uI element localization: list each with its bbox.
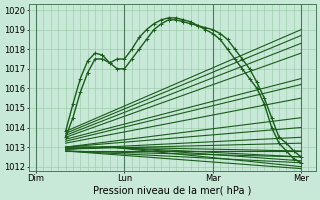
X-axis label: Pression niveau de la mer( hPa ): Pression niveau de la mer( hPa ) [93, 186, 252, 196]
